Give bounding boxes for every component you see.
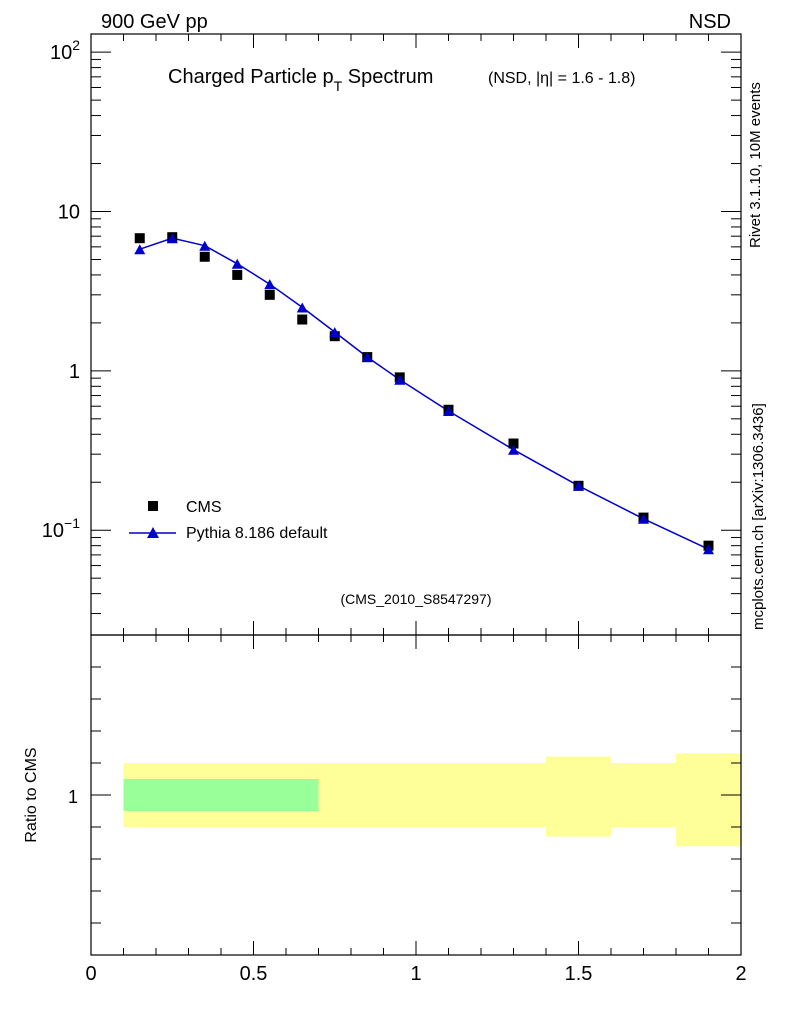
- pythia-point: [231, 258, 243, 269]
- rivet-label: Rivet 3.1.10, 10M events: [747, 82, 764, 248]
- x-tick-label: 0: [85, 963, 96, 985]
- pythia-point: [166, 233, 178, 244]
- chart-title-note: (NSD, |η| = 1.6 - 1.8): [488, 70, 635, 87]
- pythia-markers: [134, 233, 714, 555]
- main-frame: [90, 33, 742, 636]
- header-right: NSD: [689, 11, 731, 33]
- y-tick-label: 10: [58, 202, 80, 224]
- cms-point: [134, 233, 145, 244]
- chart-title-main: Charged Particle p: [168, 66, 334, 88]
- legend-pythia-label: Pythia 8.186 default: [186, 525, 328, 542]
- header-left: 900 GeV pp: [101, 11, 208, 33]
- data-uncertainty-band: [611, 763, 676, 827]
- pythia-point: [573, 480, 584, 491]
- data-uncertainty-band: [416, 763, 481, 827]
- pythia-point: [199, 240, 211, 251]
- legend-pythia-marker: [147, 527, 159, 538]
- legend-cms-label: CMS: [186, 499, 222, 516]
- pythia-point: [703, 544, 714, 555]
- pythia-point: [638, 513, 649, 524]
- y-tick-label: 102: [50, 37, 80, 64]
- mc-ratio-band: [123, 779, 189, 811]
- main-axis-ticks: [90, 34, 742, 635]
- cms-point: [232, 269, 243, 280]
- cms-markers: [134, 232, 714, 551]
- y-tick-labels: 10−1 1 10 102: [42, 37, 80, 542]
- x-tick-label: 2: [735, 963, 746, 985]
- ratio-axis-ticks: [90, 635, 742, 955]
- pythia-point: [296, 302, 308, 313]
- ratio-bands: [123, 753, 741, 847]
- pythia-point: [134, 244, 146, 255]
- y-tick-label: 1: [69, 361, 80, 383]
- pythia-point: [361, 352, 373, 363]
- cms-point: [264, 289, 275, 300]
- ratio-panel: Ratio to CMS 1 0 0.5 1 1.5 2: [23, 634, 747, 985]
- mc-ratio-band: [188, 779, 286, 811]
- pythia-point: [264, 279, 276, 290]
- legend-cms-marker: [148, 501, 158, 511]
- analysis-watermark: (CMS_2010_S8547297): [341, 591, 492, 607]
- chart-title-main2: Spectrum: [342, 66, 433, 88]
- y-tick-label: 10−1: [42, 515, 80, 542]
- mc-ratio-band: [286, 779, 319, 811]
- pythia-point: [394, 374, 406, 385]
- pythia-point: [443, 405, 454, 416]
- ratio-frame: [90, 634, 742, 956]
- x-tick-labels: 0 0.5 1 1.5 2: [85, 963, 746, 985]
- cms-point: [297, 314, 308, 325]
- data-uncertainty-band: [481, 763, 546, 827]
- cms-point: [508, 438, 519, 449]
- data-uncertainty-band: [676, 753, 741, 847]
- pythia-line: [139, 237, 709, 550]
- cms-point: [199, 251, 210, 262]
- pythia-point: [329, 327, 341, 338]
- mcplots-label: mcplots.cern.ch [arXiv:1306.3436]: [750, 403, 767, 630]
- chart-title: Charged Particle pT Spectrum: [168, 66, 433, 94]
- x-tick-label: 1: [410, 963, 421, 985]
- ratio-y-tick-label: 1: [68, 787, 78, 807]
- data-uncertainty-band: [318, 763, 416, 827]
- x-tick-label: 0.5: [240, 963, 268, 985]
- chart-title-sub: T: [334, 78, 343, 94]
- pythia-point: [508, 444, 519, 455]
- data-uncertainty-band: [546, 756, 611, 837]
- x-tick-label: 1.5: [565, 963, 593, 985]
- ratio-ylabel: Ratio to CMS: [23, 747, 40, 842]
